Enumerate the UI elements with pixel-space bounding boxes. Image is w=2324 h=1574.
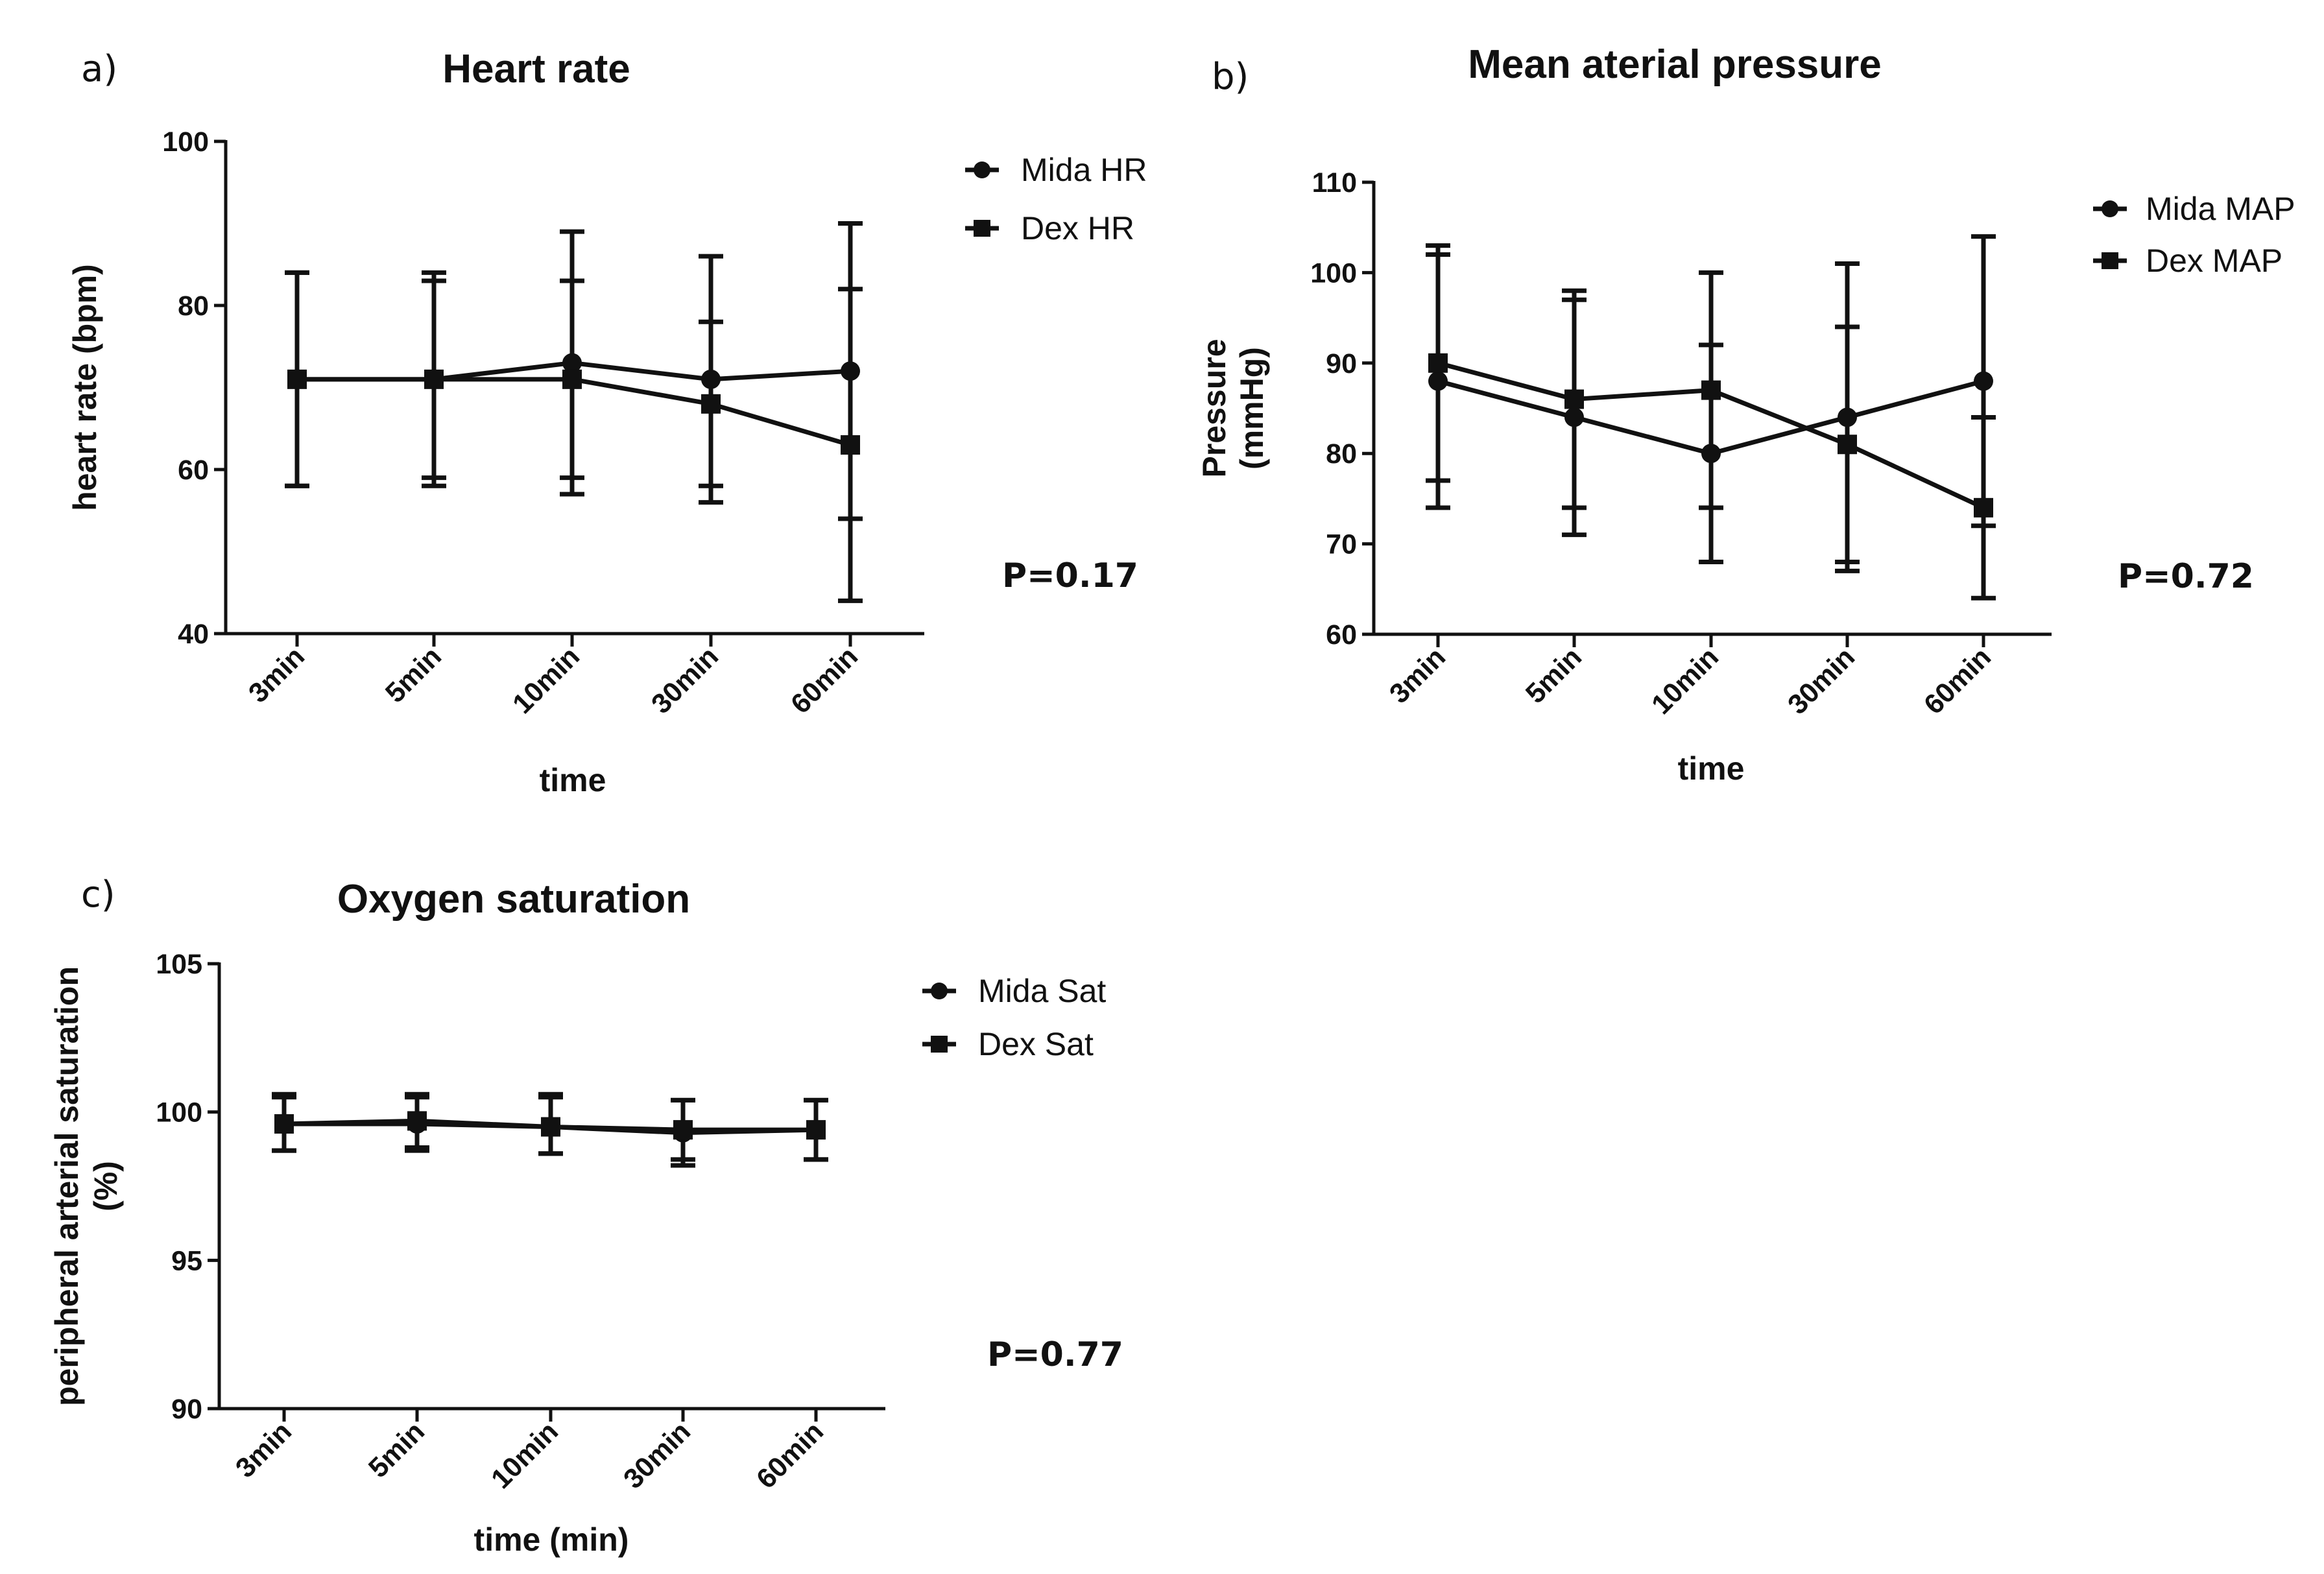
legend-marker-square [2102, 252, 2118, 269]
legend: Mida Sat Dex Sat [922, 973, 1106, 1062]
x-tick-label: 5min [379, 641, 448, 709]
x-tick-label: 3min [243, 641, 311, 709]
y-tick-label: 95 [171, 1245, 202, 1276]
legend-label: Dex MAP [2146, 243, 2282, 279]
x-tick-label: 30min [645, 641, 725, 720]
series-dex-hr [285, 221, 863, 603]
data-point-square [541, 1117, 560, 1137]
x-tick-label: 10min [507, 641, 586, 720]
series-dex-sat [272, 1091, 828, 1162]
data-point-square [562, 369, 582, 389]
y-axis-label: (%) [88, 1161, 124, 1211]
y-axis-label: (mmHg) [1234, 347, 1270, 470]
legend-marker-circle [974, 161, 990, 178]
y-tick-label: 40 [178, 619, 209, 650]
y-tick-label: 60 [1326, 619, 1357, 650]
chart-title: Heart rate [442, 47, 630, 91]
legend: Mida MAP Dex MAP [2093, 191, 2295, 279]
x-tick-label: 3min [230, 1416, 298, 1484]
data-point-square [407, 1111, 427, 1131]
y-axis-label: peripheral arterial saturation [49, 966, 85, 1406]
x-tick-label: 30min [617, 1416, 697, 1495]
chart-panel-3: c) Oxygen saturation 90 95 100 105 3min 5min 10m… [49, 874, 1123, 1558]
x-tick-label: 30min [1782, 641, 1861, 721]
data-point-square [806, 1120, 826, 1140]
y-tick-label: 90 [171, 1394, 202, 1425]
legend-label: Mida Sat [978, 973, 1106, 1009]
panel-label: c) [81, 874, 115, 916]
x-tick-label: 60min [750, 1416, 830, 1495]
x-tick-label: 60min [785, 641, 864, 720]
x-axis-label: time [540, 762, 606, 798]
legend-marker-square [974, 220, 990, 237]
y-tick-label: 105 [156, 949, 202, 980]
panel-label: a) [81, 48, 117, 90]
x-tick-label: 5min [1520, 641, 1588, 709]
data-point-square [1428, 353, 1448, 373]
data-point-square [1701, 380, 1721, 400]
p-value-annotation: P=0.77 [987, 1335, 1123, 1374]
data-point-square [841, 435, 860, 455]
legend: Mida HR Dex HR [965, 152, 1147, 246]
data-point-square [701, 394, 721, 414]
x-tick-label: 5min [363, 1416, 431, 1484]
x-tick-label: 60min [1918, 641, 1997, 721]
p-value-annotation: P=0.72 [2118, 557, 2254, 596]
y-axis-label: Pressure [1196, 339, 1232, 477]
legend-label: Dex HR [1021, 210, 1134, 246]
x-tick-label: 3min [1384, 641, 1452, 709]
chart-panel-2: b) Mean aterial pressure 60 70 80 90 100 110 3mi… [1196, 42, 2295, 787]
legend-marker-square [931, 1036, 948, 1053]
legend-label: Dex Sat [978, 1026, 1094, 1062]
y-tick-label: 60 [178, 455, 209, 486]
p-value-annotation: P=0.17 [1002, 556, 1138, 595]
legend-marker-circle [2102, 200, 2118, 217]
y-tick-label: 100 [156, 1097, 202, 1128]
legend-label: Mida HR [1021, 152, 1147, 188]
y-tick-label: 100 [162, 126, 209, 158]
data-point-square [287, 369, 307, 389]
x-axis-label: time (min) [474, 1521, 629, 1558]
data-point-square [1838, 435, 1857, 455]
data-point-square [1974, 497, 1993, 518]
series-dex-map [1426, 243, 1996, 601]
data-point-square [424, 369, 444, 389]
data-point-circle [1974, 371, 1993, 391]
chart-panel-1: a) Heart rate 40 60 80 100 3min 5min 10min 30min 6… [67, 47, 1147, 798]
chart-title: Mean aterial pressure [1468, 42, 1882, 87]
legend-label: Mida MAP [2146, 191, 2295, 227]
x-axis-label: time [1678, 750, 1745, 787]
x-tick-label: 10min [1646, 641, 1725, 721]
x-tick-label: 10min [485, 1416, 564, 1495]
data-point-square [274, 1114, 294, 1134]
y-tick-label: 80 [1326, 438, 1357, 470]
data-point-square [673, 1120, 693, 1140]
legend-marker-circle [931, 983, 948, 999]
data-point-square [1564, 389, 1584, 409]
chart-title: Oxygen saturation [337, 877, 690, 922]
y-tick-label: 70 [1326, 529, 1357, 560]
y-tick-label: 80 [178, 291, 209, 322]
y-axis-label: heart rate (bpm) [67, 264, 103, 511]
y-tick-label: 100 [1310, 257, 1357, 289]
y-tick-label: 110 [1312, 167, 1357, 198]
y-tick-label: 90 [1326, 348, 1357, 379]
panel-label: b) [1212, 56, 1249, 98]
